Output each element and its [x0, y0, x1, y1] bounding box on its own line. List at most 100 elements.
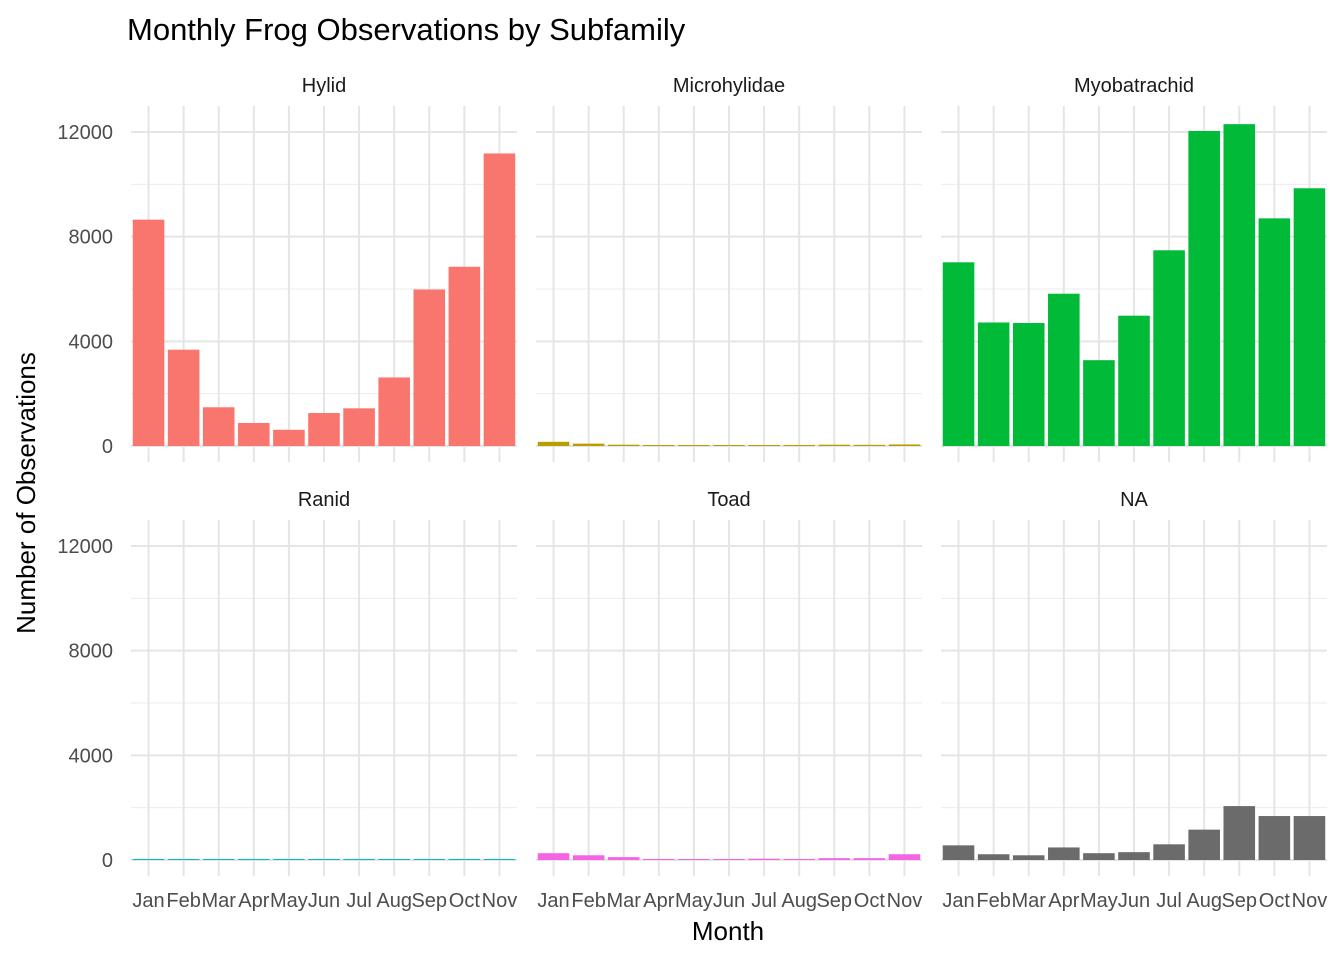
bar-oct — [853, 858, 886, 860]
x-tick-label: Mar — [1012, 890, 1047, 912]
panel-na: NA Jan Feb Mar Apr May Jun Jul Aug Sep Oct Nov — [941, 489, 1327, 912]
bar-nov — [1293, 188, 1326, 446]
bar-may — [678, 859, 710, 860]
bar-jul — [748, 445, 780, 446]
y-tick-label: 4000 — [69, 745, 114, 767]
bar-apr — [1048, 847, 1080, 860]
bar-oct — [448, 859, 481, 860]
x-tick-label: Jan — [132, 890, 164, 912]
bar-jun — [1118, 315, 1150, 446]
x-tick-label: Nov — [887, 890, 923, 912]
bar-mar — [202, 407, 235, 446]
bar-sep — [413, 859, 446, 860]
bar-apr — [238, 422, 270, 446]
strip-label: NA — [1120, 489, 1148, 511]
x-tick-label: Jul — [1156, 890, 1182, 912]
bar-sep — [1223, 124, 1256, 447]
facet-panels: Hylid 0 4000 8000 12000 Microhylidae Myobatrac… — [57, 75, 1327, 912]
bar-mar — [607, 857, 640, 860]
x-tick-label: May — [270, 890, 308, 912]
x-tick-label: Jan — [942, 890, 974, 912]
bar-jan — [942, 845, 975, 860]
x-tick-label: Apr — [643, 890, 674, 912]
x-tick-label: Feb — [571, 890, 605, 912]
strip-label: Myobatrachid — [1074, 75, 1194, 97]
x-tick-label: Oct — [854, 890, 886, 912]
x-tick-label: Jul — [751, 890, 777, 912]
bar-mar — [202, 859, 235, 860]
bar-may — [1083, 853, 1115, 860]
x-tick-label: Jun — [713, 890, 745, 912]
x-tick-label: Mar — [607, 890, 642, 912]
bar-sep — [818, 858, 851, 860]
bar-nov — [483, 859, 516, 860]
bar-feb — [572, 855, 605, 860]
bar-sep — [1223, 806, 1256, 860]
bar-jul — [1153, 844, 1185, 860]
bar-jul — [343, 408, 375, 446]
bar-oct — [448, 266, 481, 446]
bar-aug — [783, 858, 815, 860]
x-tick-label: Sep — [1221, 890, 1257, 912]
y-axis-title: Number of Observations — [11, 352, 41, 634]
bar-apr — [1048, 293, 1080, 446]
x-tick-label: Apr — [1048, 890, 1079, 912]
bar-feb — [167, 859, 200, 860]
bar-aug — [378, 859, 410, 860]
panel-ranid: Ranid 0 4000 8000 12000 Jan Feb Mar Apr May Jun Jul… — [57, 489, 517, 912]
bar-oct — [1258, 816, 1291, 860]
x-tick-label: Sep — [816, 890, 852, 912]
x-axis-title: Month — [692, 916, 764, 946]
bar-may — [273, 429, 305, 446]
panel-myobatrachid: Myobatrachid — [941, 75, 1327, 462]
bar-jul — [1153, 250, 1185, 446]
bar-feb — [977, 854, 1010, 860]
bar-jul — [748, 858, 780, 860]
x-tick-label: Aug — [1186, 890, 1222, 912]
bar-feb — [572, 443, 605, 446]
y-tick-label: 4000 — [69, 331, 114, 353]
bar-jan — [537, 441, 570, 446]
x-tick-label: Feb — [166, 890, 200, 912]
x-tick-label: May — [675, 890, 713, 912]
bar-feb — [977, 322, 1010, 446]
panel-microhylidae: Microhylidae — [536, 75, 922, 462]
bar-jan — [132, 859, 165, 860]
strip-label: Ranid — [298, 489, 350, 511]
y-tick-label: 8000 — [69, 227, 114, 249]
panel-hylid: Hylid 0 4000 8000 12000 — [57, 75, 517, 462]
bar-nov — [888, 444, 921, 446]
bar-jan — [942, 262, 975, 446]
bar-mar — [1012, 323, 1045, 446]
bar-jun — [308, 413, 340, 446]
x-tick-label: Aug — [781, 890, 817, 912]
bar-apr — [643, 445, 675, 446]
bar-mar — [607, 444, 640, 446]
chart-title: Monthly Frog Observations by Subfamily — [127, 12, 686, 47]
panel-toad: Toad Jan Feb Mar Apr May Jun Jul Aug Sep Oct Nov — [536, 489, 922, 912]
bar-may — [1083, 360, 1115, 446]
bar-jan — [537, 853, 570, 860]
bar-may — [273, 859, 305, 860]
y-tick-label: 12000 — [57, 536, 113, 558]
bar-nov — [483, 153, 516, 446]
x-tick-label: Nov — [1292, 890, 1328, 912]
strip-label: Hylid — [302, 75, 346, 97]
x-tick-label: Apr — [238, 890, 269, 912]
bar-jan — [132, 219, 165, 446]
bar-jun — [713, 445, 745, 446]
bar-sep — [818, 444, 851, 446]
y-tick-label: 0 — [102, 850, 113, 872]
x-tick-label: Aug — [376, 890, 412, 912]
bar-mar — [1012, 855, 1045, 860]
bar-jul — [343, 858, 375, 860]
bar-jun — [713, 859, 745, 860]
x-tick-label: Nov — [482, 890, 518, 912]
x-tick-label: May — [1080, 890, 1118, 912]
x-tick-label: Sep — [411, 890, 447, 912]
bar-sep — [413, 289, 446, 446]
bar-apr — [238, 858, 270, 860]
bar-nov — [888, 854, 921, 860]
bar-nov — [1293, 816, 1326, 860]
